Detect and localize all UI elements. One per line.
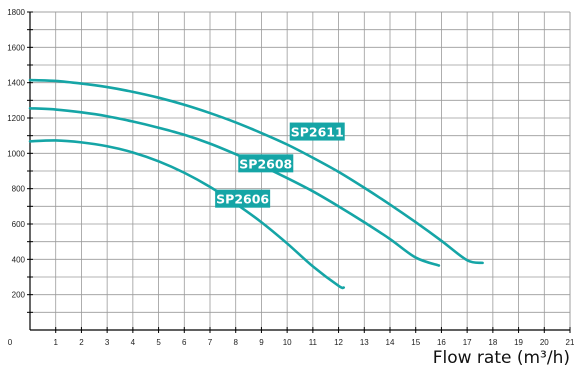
y-tick-label: 1400: [7, 79, 25, 88]
x-tick-label: 7: [208, 338, 213, 347]
x-tick-label: 8: [233, 338, 238, 347]
x-tick-label: 19: [514, 338, 523, 347]
x-tick-label: 12: [334, 338, 343, 347]
label-text: SP2611: [291, 125, 344, 140]
x-tick-label: 17: [463, 338, 472, 347]
y-tick-label: 1800: [7, 8, 25, 17]
x-tick-label: 5: [156, 338, 161, 347]
y-tick-label: 600: [12, 220, 26, 229]
x-tick-label: 4: [131, 338, 136, 347]
y-tick-label: 800: [12, 185, 26, 194]
x-tick-label: 6: [182, 338, 187, 347]
y-tick-label: 1600: [7, 43, 25, 52]
x-tick-label: 14: [386, 338, 395, 347]
series-line-sp2608: [28, 106, 441, 267]
series-labels: SP2611 SP2608 SP2606: [215, 122, 345, 208]
x-tick-label: 3: [105, 338, 110, 347]
y-tick-label: 1200: [7, 114, 25, 123]
x-tick-label: 16: [437, 338, 446, 347]
series-line-sp2606: [28, 139, 346, 290]
y-tick-label: 200: [12, 291, 26, 300]
label-box: [238, 154, 294, 173]
x-tick-label: 18: [488, 338, 497, 347]
series-lines: [28, 78, 484, 290]
y-tick-label: 400: [12, 255, 26, 264]
x-tick-label: 10: [283, 338, 292, 347]
label-text: SP2608: [239, 156, 292, 171]
label-sp2606: SP2606: [215, 189, 271, 208]
label-box: [289, 122, 345, 141]
series-line-sp2611: [28, 78, 484, 265]
label-box: [215, 189, 271, 208]
label-sp2611: SP2611: [289, 122, 345, 141]
x-tick-label: 21: [566, 338, 574, 347]
x-tick-label: 0: [8, 338, 13, 347]
x-tick-label: 2: [79, 338, 84, 347]
x-tick-label: 15: [411, 338, 420, 347]
x-tick-label: 1: [53, 338, 58, 347]
x-tick-label: 20: [540, 338, 549, 347]
label-text: SP2606: [216, 192, 269, 207]
x-tick-label: 13: [360, 338, 369, 347]
grid-lines: [30, 11, 571, 330]
axes: [27, 11, 571, 333]
x-axis-label: Flow rate (m³/h): [432, 348, 570, 368]
y-tick-label: 1000: [7, 149, 25, 158]
label-sp2608: SP2608: [238, 154, 294, 173]
x-tick-label: 9: [259, 338, 264, 347]
x-tick-label: 11: [309, 338, 318, 347]
